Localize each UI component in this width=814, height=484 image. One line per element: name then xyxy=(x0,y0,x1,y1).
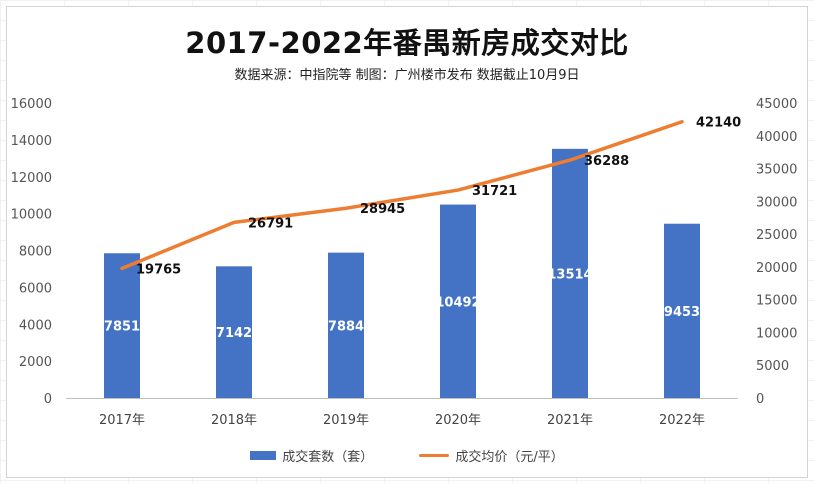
line-data-label: 31721 xyxy=(472,184,517,199)
y-right-tick-label: 0 xyxy=(756,392,764,407)
x-tick-label: 2017年 xyxy=(99,413,145,428)
x-tick-label: 2020年 xyxy=(435,413,481,428)
chart-title: 2017-2022年番禺新房成交对比 xyxy=(185,26,629,60)
chart-subtitle: 数据来源：中指院等 制图：广州楼市发布 数据截止10月9日 xyxy=(234,68,580,83)
bar xyxy=(328,252,364,398)
x-tick-label: 2021年 xyxy=(547,413,593,428)
bar-data-label: 7142 xyxy=(216,326,252,341)
y-left-tick-label: 4000 xyxy=(19,318,52,333)
y-right-tick-label: 45000 xyxy=(756,97,797,112)
legend-line-swatch xyxy=(419,454,450,457)
line-data-label: 36288 xyxy=(584,154,629,169)
bar-data-label: 7851 xyxy=(104,320,140,335)
y-right-tick-label: 15000 xyxy=(756,294,797,309)
y-right-tick-label: 30000 xyxy=(756,195,797,210)
bar xyxy=(216,266,252,398)
y-left-tick-label: 16000 xyxy=(11,97,52,112)
line-data-label: 19765 xyxy=(136,262,181,277)
bar xyxy=(664,223,700,398)
y-left-tick-label: 2000 xyxy=(19,355,52,370)
legend-item-bar: 成交套数（套） xyxy=(250,446,373,465)
bar xyxy=(552,148,588,398)
bar xyxy=(440,204,476,398)
y-right-tick-label: 10000 xyxy=(756,326,797,341)
bar xyxy=(104,253,140,398)
y-right-tick-label: 25000 xyxy=(756,228,797,243)
bar-data-label: 7884 xyxy=(328,319,364,334)
line-data-label: 26791 xyxy=(248,216,293,231)
y-right-tick-label: 5000 xyxy=(756,359,789,374)
y-left-tick-label: 14000 xyxy=(11,134,52,149)
y-right-tick-label: 40000 xyxy=(756,130,797,145)
y-right-tick-label: 20000 xyxy=(756,261,797,276)
y-left-tick-label: 6000 xyxy=(19,281,52,296)
chart-legend: 成交套数（套） 成交均价（元/平） xyxy=(0,446,814,465)
legend-item-line: 成交均价（元/平） xyxy=(419,446,564,465)
x-tick-label: 2018年 xyxy=(211,413,257,428)
bar-data-label: 13514 xyxy=(547,267,592,282)
x-tick-label: 2019年 xyxy=(323,413,369,428)
y-left-tick-label: 12000 xyxy=(11,171,52,186)
y-left-tick-label: 0 xyxy=(44,392,52,407)
bar-data-label: 9453 xyxy=(664,305,700,320)
line-data-label: 42140 xyxy=(696,116,741,131)
legend-line-label: 成交均价（元/平） xyxy=(455,450,564,465)
y-right-tick-label: 35000 xyxy=(756,163,797,178)
series-line xyxy=(120,119,684,271)
x-tick-label: 2022年 xyxy=(659,413,705,428)
y-left-tick-label: 10000 xyxy=(11,208,52,223)
line-data-label: 28945 xyxy=(360,202,405,217)
legend-bar-label: 成交套数（套） xyxy=(282,450,374,465)
legend-bar-swatch xyxy=(250,451,277,460)
y-left-tick-label: 8000 xyxy=(19,245,52,260)
bar-data-label: 10492 xyxy=(435,295,480,310)
